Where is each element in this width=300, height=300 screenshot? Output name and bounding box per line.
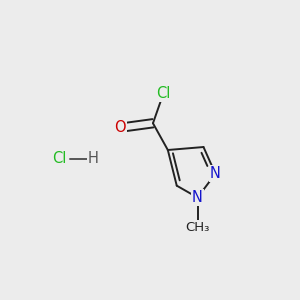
Text: H: H — [88, 152, 99, 166]
Text: CH₃: CH₃ — [185, 221, 210, 234]
Text: N: N — [210, 166, 221, 181]
Text: Cl: Cl — [156, 86, 171, 101]
Text: Cl: Cl — [52, 152, 67, 166]
Text: N: N — [192, 190, 203, 205]
Text: O: O — [115, 120, 126, 135]
